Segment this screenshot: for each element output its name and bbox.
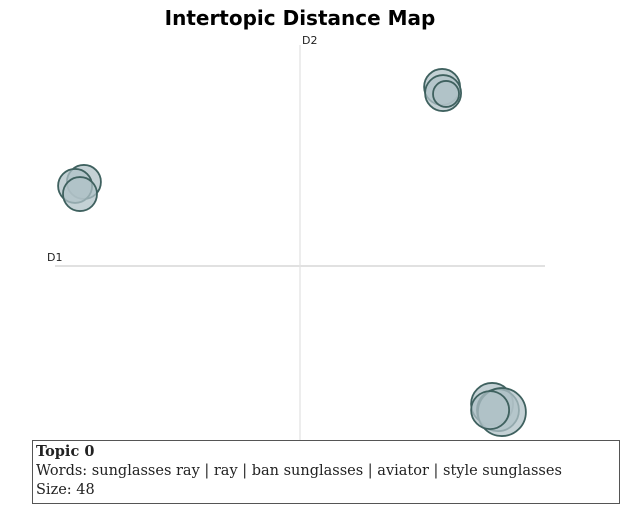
- topic-bubble-9[interactable]: [470, 390, 511, 431]
- tooltip-words: Words: sunglasses ray | ray | ban sungla…: [36, 463, 562, 479]
- tooltip-size: Size: 48: [36, 482, 95, 498]
- topic-bubble-5[interactable]: [62, 176, 98, 212]
- tooltip-topic: Topic 0: [36, 443, 95, 460]
- y-axis-label: D2: [302, 34, 317, 47]
- hover-tooltip: Topic 0 Words: sunglasses ray | ray | ba…: [32, 440, 620, 504]
- chart-title: Intertopic Distance Map: [164, 6, 436, 30]
- x-axis-label: D1: [47, 251, 62, 264]
- topic-bubble-2[interactable]: [432, 80, 460, 108]
